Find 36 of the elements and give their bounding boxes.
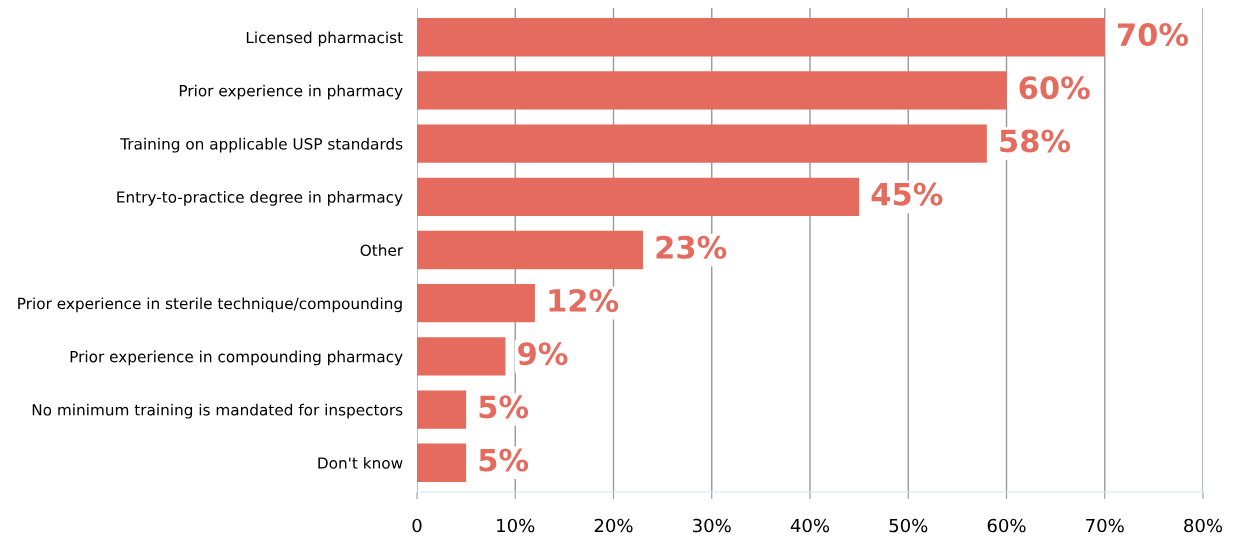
- y-tick-label: Other: [360, 244, 404, 257]
- bar: [417, 390, 467, 429]
- y-tick-label: Prior experience in compounding pharmacy: [70, 350, 403, 366]
- data-label: 9%: [518, 342, 568, 366]
- x-tick-label: 40%: [790, 518, 830, 533]
- y-tick-label: Entry-to-practice degree in pharmacy: [117, 191, 403, 206]
- x-tick-label: 0: [412, 518, 422, 533]
- y-tick-label: Prior experience in pharmacy: [179, 84, 403, 100]
- bar: [417, 18, 1105, 57]
- data-label: 45%: [871, 182, 943, 206]
- x-tick-label: 70%: [1086, 518, 1124, 533]
- bar: [417, 71, 1007, 110]
- data-label: 70%: [1117, 23, 1189, 47]
- x-tick-label: 80%: [1184, 518, 1223, 533]
- x-tick-label: 30%: [693, 518, 731, 533]
- y-tick-label: Don't know: [318, 456, 403, 469]
- bar: [417, 284, 535, 323]
- bar: [417, 124, 987, 163]
- x-tick-label: 20%: [594, 518, 633, 533]
- x-tick-label: 10%: [497, 518, 535, 533]
- data-label: 23%: [656, 235, 727, 259]
- x-tick-label: 50%: [889, 518, 928, 533]
- y-tick-label: Licensed pharmacist: [246, 31, 403, 47]
- y-tick-label: Prior experience in sterile technique/compounding: [18, 297, 402, 313]
- bar: [417, 230, 643, 270]
- bar: [417, 177, 860, 216]
- y-tick-label: No minimum training is mandated for inspectors: [32, 403, 403, 419]
- data-label: 5%: [479, 395, 529, 419]
- x-tick-label: 60%: [987, 518, 1026, 533]
- bar: [417, 337, 506, 376]
- data-label: 60%: [1019, 76, 1090, 100]
- y-tick-label: Training on applicable USP standards: [120, 137, 403, 153]
- data-label: 12%: [549, 288, 619, 313]
- data-label: 5%: [479, 448, 529, 472]
- bar: [417, 443, 467, 482]
- data-label: 58%: [1000, 129, 1071, 153]
